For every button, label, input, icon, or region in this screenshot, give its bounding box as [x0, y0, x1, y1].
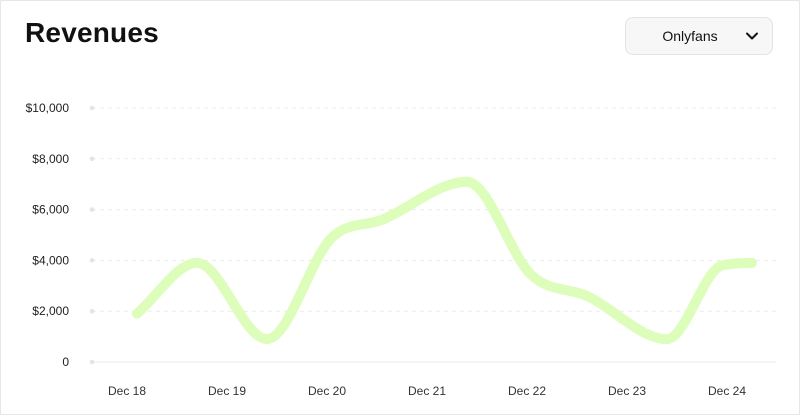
x-tick-label: Dec 20 — [308, 384, 346, 398]
page-title: Revenues — [25, 17, 159, 48]
axis-dot — [89, 359, 95, 365]
dropdown-selected-label: Onlyfans — [662, 28, 718, 44]
x-tick-label: Dec 21 — [408, 384, 446, 398]
x-tick-label: Dec 24 — [708, 384, 746, 398]
y-tick-label: $2,000 — [32, 304, 69, 318]
revenue-series-line — [132, 176, 757, 345]
axis-dot — [89, 156, 95, 162]
y-tick-label: $10,000 — [26, 101, 70, 115]
y-tick-label: $6,000 — [32, 203, 69, 217]
axis-dot — [89, 105, 95, 111]
x-tick-label: Dec 23 — [608, 384, 646, 398]
axis-dot — [89, 258, 95, 263]
x-tick-label: Dec 22 — [508, 384, 546, 398]
axis-dot — [89, 308, 95, 314]
axis-dot — [89, 207, 95, 212]
x-tick-label: Dec 19 — [208, 384, 246, 398]
y-tick-label: $4,000 — [32, 253, 69, 267]
chevron-down-icon[interactable] — [732, 31, 772, 41]
source-filter-dropdown[interactable]: Onlyfans — [625, 17, 773, 55]
y-tick-label: 0 — [62, 355, 69, 369]
x-tick-label: Dec 18 — [108, 384, 146, 398]
y-tick-label: $8,000 — [32, 152, 69, 166]
